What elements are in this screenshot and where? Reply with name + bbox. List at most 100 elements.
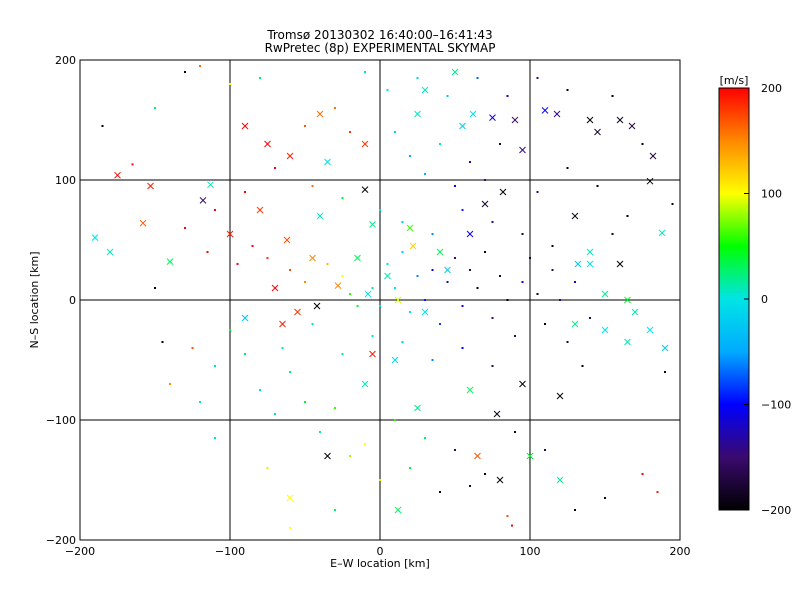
point-dot (304, 125, 306, 127)
point-cross (571, 320, 579, 328)
point-dot (386, 89, 389, 91)
point-dot (551, 269, 554, 271)
point-dot (236, 263, 239, 265)
point-dot (214, 365, 216, 367)
point-dot (274, 167, 276, 169)
grid-lines (80, 60, 680, 540)
point-dot (341, 275, 344, 277)
y-tick-label: −200 (46, 534, 76, 547)
point-cross (459, 122, 466, 130)
point-dot (431, 269, 434, 271)
point-dot (334, 107, 336, 109)
point-dot (259, 77, 261, 79)
point-cross (226, 230, 234, 238)
point-cross (241, 122, 249, 130)
point-dot (244, 353, 246, 355)
point-dot (641, 143, 644, 145)
point-dot (596, 185, 599, 187)
point-dot (214, 209, 216, 211)
colorbar-tick-label: 0 (761, 293, 768, 306)
point-cross (391, 356, 399, 364)
point-cross (361, 186, 369, 193)
point-dot (289, 527, 291, 529)
point-cross (474, 452, 481, 460)
point-dot (506, 515, 509, 517)
point-dot (304, 401, 306, 403)
point-cross (364, 290, 372, 298)
point-dot (251, 245, 254, 247)
point-dot (529, 257, 531, 259)
point-dot (289, 269, 291, 271)
point-cross (556, 476, 564, 484)
point-cross (106, 248, 114, 256)
point-dot (154, 107, 156, 109)
point-dot (604, 497, 606, 499)
point-dot (131, 163, 134, 166)
x-tick-label: 200 (670, 545, 691, 558)
point-dot (514, 335, 516, 337)
colorbar-label: [m/s] (720, 74, 749, 87)
point-dot (379, 305, 381, 307)
point-dot (394, 287, 396, 289)
point-cross (421, 308, 429, 316)
point-cross (241, 314, 249, 322)
point-dot (326, 263, 329, 265)
point-cross (283, 236, 291, 244)
x-axis-label: E–W location [km] (330, 557, 430, 570)
point-dot (341, 197, 344, 199)
point-cross (406, 224, 414, 232)
point-dot (476, 287, 479, 289)
point-cross (354, 254, 361, 262)
point-dot (101, 125, 104, 127)
point-dot (401, 341, 404, 343)
point-dot (469, 269, 471, 271)
point-dot (521, 281, 524, 283)
point-cross (421, 86, 429, 94)
point-dot (424, 437, 426, 439)
y-tick-label: −100 (46, 414, 76, 427)
point-dot (536, 191, 539, 193)
point-cross (256, 206, 264, 214)
x-tick-label: −100 (215, 545, 245, 558)
point-cross (616, 116, 624, 124)
chart-title: Tromsø 20130302 16:40:00–16:41:43 (266, 28, 492, 42)
point-dot (536, 77, 539, 79)
point-dot (536, 293, 539, 295)
point-dot (469, 485, 471, 487)
point-dot (311, 185, 314, 187)
point-dot (349, 131, 351, 133)
point-dot (379, 479, 381, 481)
point-dot (334, 407, 336, 409)
point-cross (628, 122, 636, 130)
point-dot (349, 455, 351, 457)
colorbar-ticks: 200 100 0 −100 −200 (744, 82, 791, 517)
point-dot (559, 299, 561, 301)
point-dot (409, 311, 411, 313)
point-dot (461, 305, 464, 307)
point-dot (199, 65, 201, 67)
point-cross (661, 344, 669, 352)
point-dot (289, 371, 291, 373)
point-dot (364, 71, 366, 73)
point-dot (191, 347, 194, 349)
y-tick-label: 0 (69, 294, 76, 307)
point-dot (439, 143, 441, 145)
point-dot (206, 251, 209, 253)
point-dot (611, 95, 614, 97)
chart-subtitle: RwPretec (8p) EXPERIMENTAL SKYMAP (265, 41, 496, 55)
point-cross (199, 197, 207, 204)
point-dot (431, 233, 434, 235)
point-cross (586, 260, 594, 268)
point-dot (506, 299, 509, 301)
point-cross (496, 476, 504, 484)
point-cross (279, 320, 286, 328)
point-cross (286, 152, 294, 160)
point-dot (626, 215, 629, 217)
point-dot (589, 317, 591, 319)
point-dot (401, 221, 404, 223)
point-dot (229, 83, 231, 85)
point-dot (319, 431, 321, 433)
point-dot (214, 437, 216, 439)
point-cross (394, 296, 402, 304)
point-cross (646, 177, 654, 185)
